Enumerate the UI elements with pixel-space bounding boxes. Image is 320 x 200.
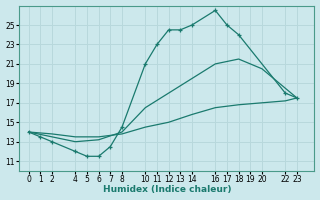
X-axis label: Humidex (Indice chaleur): Humidex (Indice chaleur) — [103, 185, 231, 194]
